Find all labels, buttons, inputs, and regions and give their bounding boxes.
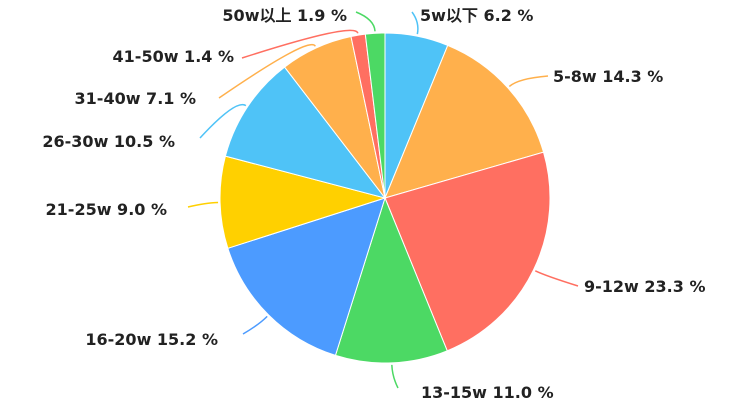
leader-line-6: [199, 103, 247, 139]
slice-label-5: 21-25w 9.0 %: [46, 200, 167, 219]
labels-layer: 5w以下 6.2 % 5-8w 14.3 % 9-12w 23.3 % 13-15w …: [42, 6, 705, 402]
slice-label-8: 41-50w 1.4 %: [113, 47, 234, 66]
leader-line-1: [508, 75, 549, 88]
leader-line-9: [355, 11, 376, 32]
pie-slice-3[interactable]: [334, 196, 448, 364]
slice-label-2: 9-12w 23.3 %: [584, 277, 705, 296]
slice-label-6: 26-30w 10.5 %: [42, 132, 175, 151]
leader-line-3: [391, 364, 399, 389]
pie-slice-6[interactable]: [224, 66, 387, 199]
leader-line-7: [218, 43, 316, 99]
pie-slice-9[interactable]: [364, 32, 386, 199]
pie-slice-1[interactable]: [384, 44, 545, 199]
slice-label-7: 31-40w 7.1 %: [75, 89, 196, 108]
slice-label-0: 5w以下 6.2 %: [420, 6, 533, 25]
slices-layer: [219, 32, 551, 364]
leader-line-2: [534, 270, 579, 287]
slice-label-4: 16-20w 15.2 %: [85, 330, 218, 349]
pie-slice-2[interactable]: [384, 151, 551, 352]
slice-label-1: 5-8w 14.3 %: [553, 67, 663, 86]
leader-line-5: [187, 201, 219, 208]
leader-line-4: [242, 315, 268, 335]
pie-slice-4[interactable]: [227, 197, 386, 357]
pie-slice-5[interactable]: [219, 155, 387, 249]
slice-label-9: 50w以上 1.9 %: [222, 6, 347, 25]
slice-label-3: 13-15w 11.0 %: [421, 383, 554, 402]
leader-line-0: [411, 11, 419, 35]
leader-lines-layer: [187, 11, 579, 389]
leader-line-8: [241, 29, 359, 59]
